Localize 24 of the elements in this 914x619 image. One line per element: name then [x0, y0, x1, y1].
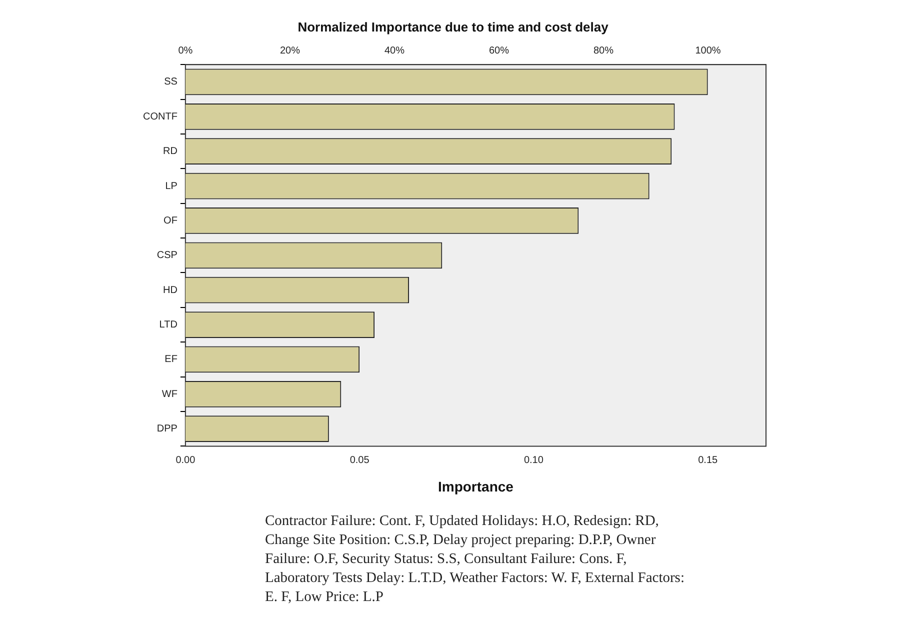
y-tick-label: SS — [164, 76, 178, 88]
text: Contractor Failure: Cont. F, Updated Holidays: H.O, Redesign: RD, Change Site Position: C.S.P, Delay project preparing: D.P.P, Owner Failure: O.F, Security Status: S.S, Consultant Failure: Cons. F, Laboratory Tests Delay: L.T.D, Weather Factors: W. F, External Factors: E. F, Low Price: L.P — [265, 512, 685, 607]
y-tick-label: CONTF — [142, 111, 178, 122]
y-tick-label: EF — [164, 354, 178, 366]
x2-tick-label: 40% — [384, 45, 405, 56]
x2-tick-label: 80% — [593, 45, 614, 56]
x2-tick-label: 20% — [280, 45, 300, 56]
y-tick-label: HD — [162, 284, 178, 296]
chart-title: Normalized Importance due to time and cost delay — [298, 19, 610, 34]
x-tick-label: 0.10 — [524, 454, 544, 466]
y-tick-label: RD — [162, 146, 178, 158]
x-tick-label: 0.00 — [176, 454, 196, 466]
y-tick-label: LP — [165, 180, 178, 192]
y-tick-label: DPP — [156, 424, 178, 435]
x2-tick-label: 100% — [695, 45, 721, 56]
x-tick-label: 0.05 — [350, 454, 370, 466]
x2-tick-label: 0% — [178, 45, 193, 56]
y-tick-label: OF — [164, 215, 178, 226]
y-tick-label: WF — [162, 388, 178, 400]
x-axis-title: Importance — [438, 478, 514, 494]
y-tick-label: LTD — [159, 320, 178, 331]
x-tick-label: 0.15 — [698, 454, 718, 466]
y-tick-label: CSP — [156, 250, 178, 262]
x2-tick-label: 60% — [488, 45, 510, 56]
